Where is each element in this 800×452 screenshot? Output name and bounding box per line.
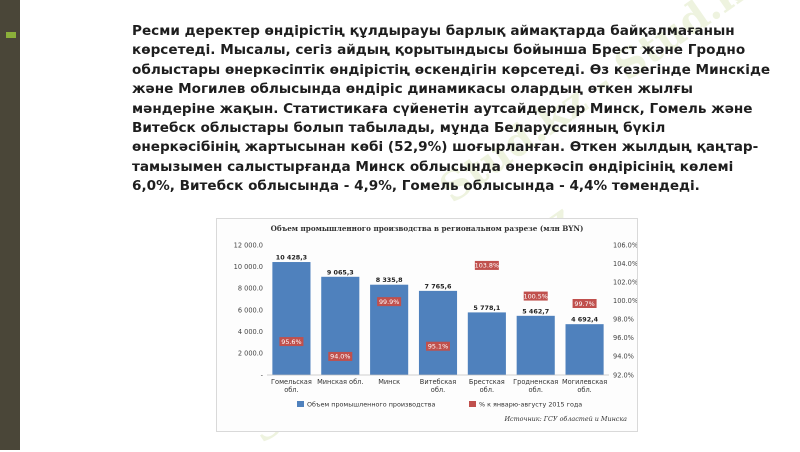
y-left-tick-label: 8 000.0	[238, 285, 263, 293]
bar-value-label: 4 692,4	[571, 316, 598, 324]
y-left-tick-label: 6 000.0	[238, 306, 263, 314]
legend-bar-label: Объем промышленного производства	[307, 401, 436, 409]
bar	[565, 324, 604, 375]
percent-marker	[523, 291, 548, 301]
category-label: Могилевская	[562, 378, 607, 386]
y-left-tick-label: 2 000.0	[238, 350, 263, 358]
bar	[418, 290, 458, 375]
bar-series: 10 428,3 9 065,3 8 335,8 7 765,6 5 778,1 5 46…	[272, 254, 604, 375]
regional-production-chart: Объем промышленного производства в регио…	[234, 224, 639, 423]
bar	[467, 312, 506, 375]
y-left-tick-label: -	[261, 371, 264, 379]
chart-legend: Объем промышленного производства % к янв…	[297, 401, 582, 409]
percent-marker	[426, 341, 450, 351]
chart-source: Источник: ГСУ областей и Минска	[503, 415, 627, 423]
percent-marker	[377, 297, 402, 307]
y-right-tick-label: 104.0%	[613, 260, 637, 268]
percent-label: 103.8%	[475, 262, 499, 270]
y-right-tick-label: 100.0%	[613, 297, 637, 305]
y-right-tick-label: 106.0%	[613, 241, 637, 249]
y-right-tick-label: 92.0%	[613, 371, 634, 379]
category-label: обл.	[284, 386, 298, 394]
percent-marker	[328, 351, 353, 361]
percent-label: 95.6%	[281, 338, 301, 346]
bar-value-label: 7 765,6	[425, 282, 452, 290]
bar-value-label: 9 065,3	[327, 268, 354, 276]
category-label: обл.	[529, 386, 543, 394]
percent-marker	[279, 337, 304, 347]
percent-label: 99.7%	[574, 300, 594, 308]
percent-label: 99.9%	[379, 298, 399, 306]
y-right-tick-label: 94.0%	[613, 353, 634, 361]
legend-percent-label: % к январю-августу 2015 года	[479, 401, 582, 409]
legend-bar-swatch	[297, 401, 304, 407]
bar-value-label: 8 335,8	[376, 276, 403, 284]
category-label: Витебская	[420, 378, 456, 386]
category-label: Минская обл.	[317, 378, 363, 386]
y-right-tick-label: 102.0%	[613, 278, 637, 286]
slide-accent-mark	[6, 32, 16, 38]
y-axis-left: 12 000.0 10 000.0 8 000.0 6 000.0 4 000.0 2 0…	[234, 241, 264, 379]
y-right-tick-label: 96.0%	[613, 334, 634, 342]
bar	[272, 262, 311, 375]
bar-value-label: 10 428,3	[276, 254, 307, 262]
category-label: обл.	[480, 386, 494, 394]
chart-title: Объем промышленного производства в регио…	[271, 224, 584, 233]
category-label: обл.	[577, 386, 591, 394]
category-label: Минск	[378, 378, 400, 386]
y-axis-right: 106.0% 104.0% 102.0% 100.0% 98.0% 96.0% 94.0% 9…	[613, 241, 638, 379]
y-right-tick-label: 98.0%	[613, 316, 634, 324]
category-label: обл.	[431, 386, 445, 394]
slide-paragraph: Ресми деректер өндірістің құлдырауы барл…	[132, 23, 771, 195]
y-left-tick-label: 12 000.0	[234, 241, 263, 249]
percent-label: 100.5%	[524, 292, 548, 300]
percent-label: 95.1%	[428, 343, 448, 351]
chart-frame: Объем промышленного производства в регио…	[216, 218, 638, 432]
percent-series: 95.6% 94.0% 99.9% 95.1% 103.8% 100.5% 99.7%	[279, 260, 597, 361]
category-label: Брестская	[469, 378, 505, 386]
category-label: Гродненская	[513, 378, 558, 386]
percent-label: 94.0%	[330, 353, 350, 361]
bar	[516, 315, 555, 375]
percent-marker	[474, 260, 499, 270]
percent-marker	[572, 299, 597, 308]
y-left-tick-label: 10 000.0	[234, 263, 263, 271]
bar-value-label: 5 778,1	[473, 304, 500, 312]
legend-percent-swatch	[469, 401, 476, 407]
bar-value-label: 5 462,7	[522, 307, 549, 315]
y-left-tick-label: 4 000.0	[238, 328, 263, 336]
slide-left-bar	[0, 0, 20, 450]
category-label: Гомельская	[271, 378, 312, 386]
